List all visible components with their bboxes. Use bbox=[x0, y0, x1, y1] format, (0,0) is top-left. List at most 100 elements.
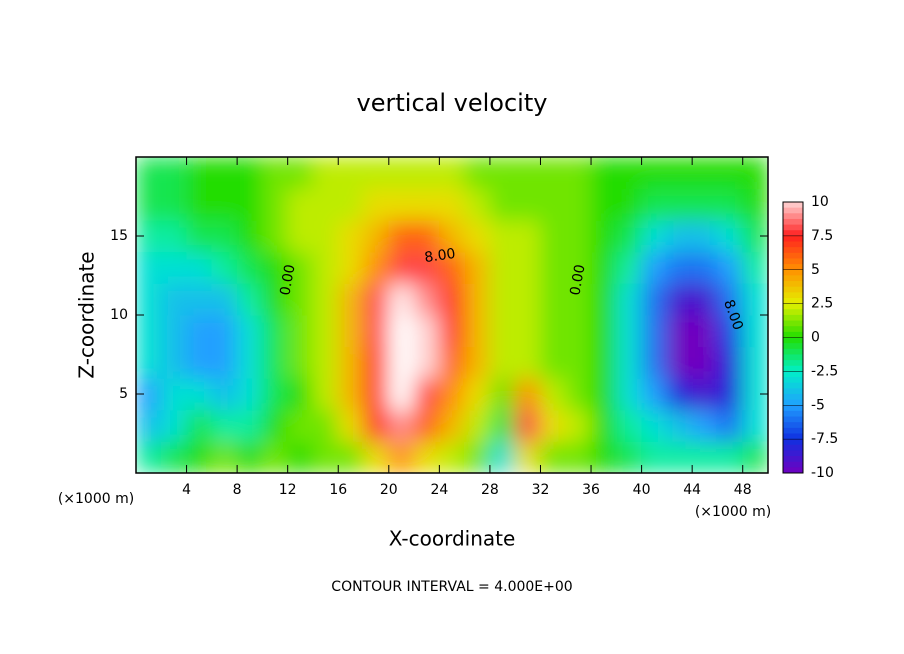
colorbar-swatch bbox=[783, 331, 803, 338]
colorbar-tick-label: 7.5 bbox=[811, 228, 833, 244]
colorbar-swatch bbox=[783, 337, 803, 344]
cell bbox=[514, 314, 541, 348]
x-tick-label: 12 bbox=[279, 482, 297, 498]
cell bbox=[539, 314, 567, 348]
colorbar-swatch bbox=[783, 309, 803, 316]
cell bbox=[539, 188, 567, 221]
cell bbox=[691, 409, 718, 442]
colorbar-swatch bbox=[783, 467, 803, 474]
cell bbox=[160, 346, 188, 379]
colorbar-swatch bbox=[783, 427, 803, 434]
colorbar-swatch bbox=[783, 235, 803, 243]
cell bbox=[489, 157, 516, 190]
cell bbox=[388, 188, 415, 221]
colorbar-swatch bbox=[783, 202, 803, 209]
cell bbox=[236, 188, 263, 221]
cell bbox=[287, 219, 314, 253]
cell bbox=[438, 219, 466, 253]
cell bbox=[615, 219, 643, 253]
colorbar-swatch bbox=[783, 230, 803, 237]
cell bbox=[666, 282, 693, 316]
cell bbox=[160, 409, 188, 442]
cell bbox=[236, 282, 263, 316]
cell bbox=[666, 409, 693, 442]
x-tick-label: 40 bbox=[633, 482, 651, 498]
cell bbox=[666, 219, 693, 253]
cell bbox=[539, 440, 567, 473]
colorbar-tick-label: 10 bbox=[811, 194, 829, 210]
colorbar-tick-label: 2.5 bbox=[811, 296, 833, 312]
cell bbox=[464, 346, 491, 379]
cell bbox=[489, 282, 516, 316]
cell bbox=[615, 157, 643, 190]
colorbar-swatch bbox=[783, 286, 803, 293]
cell bbox=[514, 440, 541, 473]
cell bbox=[413, 409, 440, 442]
cell bbox=[413, 282, 440, 316]
x-tick-label: 32 bbox=[532, 482, 550, 498]
colorbar-tick-label: -7.5 bbox=[811, 431, 838, 447]
cell bbox=[666, 440, 693, 473]
cell bbox=[565, 219, 592, 253]
cell bbox=[641, 219, 668, 253]
colorbar-swatch bbox=[783, 422, 803, 429]
colorbar-swatch bbox=[783, 264, 803, 271]
cell bbox=[363, 188, 390, 221]
cell bbox=[337, 157, 365, 190]
cell bbox=[438, 440, 466, 473]
cell bbox=[211, 157, 238, 190]
cell bbox=[615, 314, 643, 348]
cell bbox=[211, 346, 238, 379]
x-tick-label: 48 bbox=[734, 482, 752, 498]
footer: CONTOUR INTERVAL = 4.000E+00 bbox=[331, 579, 572, 595]
cell bbox=[666, 346, 693, 379]
colorbar-swatch bbox=[783, 393, 803, 401]
cell bbox=[539, 346, 567, 379]
x-tick-label: 20 bbox=[380, 482, 398, 498]
cell bbox=[565, 346, 592, 379]
cell bbox=[565, 377, 592, 411]
cell bbox=[287, 314, 314, 348]
contour-label: 8.00 bbox=[423, 246, 456, 266]
colorbar-swatch bbox=[783, 456, 803, 463]
cell bbox=[211, 440, 238, 473]
cell bbox=[438, 251, 466, 284]
cell bbox=[539, 409, 567, 442]
cell bbox=[464, 219, 491, 253]
cell bbox=[388, 440, 415, 473]
cell bbox=[413, 188, 440, 221]
cell bbox=[312, 409, 339, 442]
cell bbox=[363, 377, 390, 411]
cell bbox=[691, 219, 718, 253]
plot-frame bbox=[135, 156, 769, 474]
colorbar-tick-label: 0 bbox=[811, 330, 820, 346]
cell bbox=[136, 188, 162, 221]
colorbar-swatch bbox=[783, 269, 803, 276]
cell bbox=[615, 188, 643, 221]
cell bbox=[641, 377, 668, 411]
cell bbox=[489, 219, 516, 253]
colorbar-swatch bbox=[783, 365, 803, 372]
overlay: 4 8 12 16 20 24 28 32 36 40 44 4851015107.552.50-2.… bbox=[110, 157, 838, 498]
cell bbox=[388, 282, 415, 316]
cell bbox=[615, 409, 643, 442]
cell bbox=[413, 314, 440, 348]
cell bbox=[388, 409, 415, 442]
cell bbox=[742, 409, 768, 442]
cell bbox=[211, 409, 238, 442]
cell bbox=[160, 314, 188, 348]
cell bbox=[489, 251, 516, 284]
cell bbox=[363, 440, 390, 473]
cell bbox=[742, 157, 768, 190]
cell bbox=[514, 251, 541, 284]
cell bbox=[261, 409, 289, 442]
cell bbox=[716, 251, 744, 284]
cell bbox=[438, 188, 466, 221]
cell bbox=[464, 314, 491, 348]
cell bbox=[211, 219, 238, 253]
cell bbox=[691, 282, 718, 316]
cell bbox=[136, 282, 162, 316]
cell bbox=[691, 314, 718, 348]
cell bbox=[211, 377, 238, 411]
